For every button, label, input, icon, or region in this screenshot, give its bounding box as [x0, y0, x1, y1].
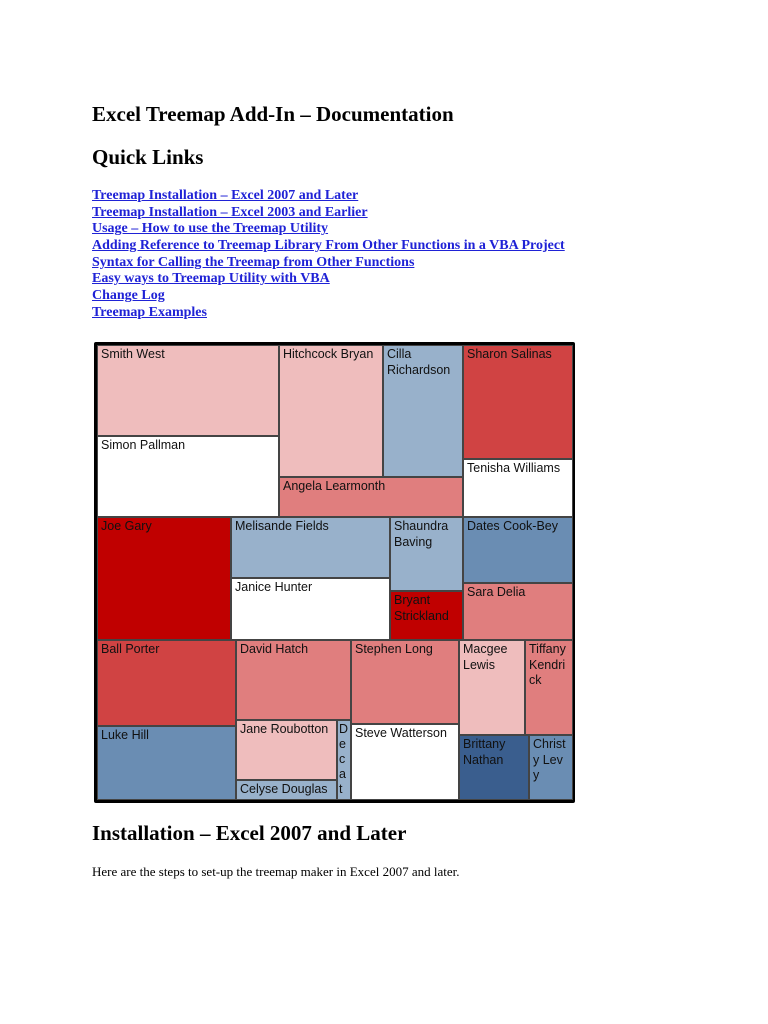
treemap-cell-label: Steve Watterson [355, 726, 447, 740]
treemap-cell-label: Tiffany Kendrick [529, 642, 566, 687]
treemap-cell: Tenisha Williams [463, 459, 573, 517]
treemap-cell-label: Dates Cook-Bey [467, 519, 559, 533]
treemap-cell-label: Luke Hill [101, 728, 149, 742]
treemap-chart: Smith West Simon Pallman Hitchcock Bryan Ci… [94, 342, 575, 803]
treemap-cell: Celyse Douglas [236, 780, 337, 800]
quick-links-list: Treemap Installation – Excel 2007 and La… [92, 188, 565, 322]
treemap-cell-label: Macgee Lewis [463, 642, 508, 672]
list-item: Treemap Examples [92, 305, 565, 322]
page-title: Excel Treemap Add-In – Documentation [92, 102, 454, 126]
link-change-log[interactable]: Change Log [92, 288, 165, 304]
treemap-cell-label: Simon Pallman [101, 438, 186, 452]
treemap-cell: Angela Learmonth [279, 477, 463, 517]
treemap-cell: Shaundra Baving [390, 517, 463, 591]
link-syntax[interactable]: Syntax for Calling the Treemap from Othe… [92, 254, 415, 270]
treemap-cell-label: Jane Roubotton [240, 722, 329, 736]
treemap-cell: Macgee Lewis [459, 640, 525, 735]
list-item: Usage – How to use the Treemap Utility [92, 221, 565, 238]
treemap-cell-label: Shaundra Baving [394, 519, 449, 549]
treemap-cell-label: Ball Porter [101, 642, 160, 656]
link-treemap-examples[interactable]: Treemap Examples [92, 304, 207, 320]
treemap-cell: Tiffany Kendrick [525, 640, 573, 735]
treemap-cell-label: Hitchcock Bryan [283, 347, 374, 361]
list-item: Adding Reference to Treemap Library From… [92, 238, 565, 255]
treemap-cell: Cilla Richardson [383, 345, 463, 477]
treemap-cell: Smith West [97, 345, 279, 436]
treemap-cell: Decat [337, 720, 351, 800]
treemap-cell-label: Tenisha Williams [467, 461, 561, 475]
treemap-cell: Brittany Nathan [459, 735, 529, 800]
treemap-cell-label: Stephen Long [355, 642, 433, 656]
treemap-cell: Joe Gary [97, 517, 231, 640]
list-item: Treemap Installation – Excel 2003 and Ea… [92, 205, 565, 222]
list-item: Treemap Installation – Excel 2007 and La… [92, 188, 565, 205]
treemap-cell-label: Celyse Douglas [240, 782, 328, 796]
treemap-cell: David Hatch [236, 640, 351, 720]
treemap-cell-label: Sharon Salinas [467, 347, 552, 361]
link-installation-2007[interactable]: Treemap Installation – Excel 2007 and La… [92, 188, 359, 203]
treemap-cell: Janice Hunter [231, 578, 390, 640]
treemap-cell-label: Christy Levy [533, 737, 566, 782]
treemap-cell-label: Cilla Richardson [387, 347, 451, 377]
treemap-cell: Luke Hill [97, 726, 236, 800]
treemap-cell: Simon Pallman [97, 436, 279, 517]
treemap-cell: Bryant Strickland [390, 591, 463, 640]
treemap-cell: Stephen Long [351, 640, 459, 724]
quick-links-heading: Quick Links [92, 145, 204, 169]
list-item: Change Log [92, 288, 565, 305]
list-item: Easy ways to Treemap Utility with VBA [92, 271, 565, 288]
treemap-cell-label: Melisande Fields [235, 519, 329, 533]
treemap-cell: Jane Roubotton [236, 720, 337, 780]
treemap-cell-label: David Hatch [240, 642, 309, 656]
treemap-cell-label: Decat [339, 722, 349, 796]
link-usage[interactable]: Usage – How to use the Treemap Utility [92, 221, 329, 237]
treemap-cell: Christy Levy [529, 735, 573, 800]
list-item: Syntax for Calling the Treemap from Othe… [92, 255, 565, 272]
link-adding-reference[interactable]: Adding Reference to Treemap Library From… [92, 238, 565, 254]
treemap-cell-label: Angela Learmonth [283, 479, 386, 493]
treemap-cell: Sara Delia [463, 583, 573, 640]
treemap-cell-label: Brittany Nathan [463, 737, 506, 767]
treemap-cell-label: Bryant Strickland [394, 593, 449, 623]
treemap-cell-label: Sara Delia [467, 585, 526, 599]
treemap-cell: Steve Watterson [351, 724, 459, 800]
treemap-cell: Melisande Fields [231, 517, 390, 578]
treemap-cell-label: Joe Gary [101, 519, 152, 533]
link-easy-ways[interactable]: Easy ways to Treemap Utility with VBA [92, 271, 330, 287]
link-installation-2003[interactable]: Treemap Installation – Excel 2003 and Ea… [92, 204, 368, 220]
treemap-cell-label: Smith West [101, 347, 165, 361]
treemap-cell-label: Janice Hunter [235, 580, 313, 594]
treemap-cell: Ball Porter [97, 640, 236, 726]
treemap-cell: Dates Cook-Bey [463, 517, 573, 583]
installation-heading: Installation – Excel 2007 and Later [92, 821, 407, 845]
treemap-cell: Sharon Salinas [463, 345, 573, 459]
treemap-cell: Hitchcock Bryan [279, 345, 383, 477]
installation-paragraph: Here are the steps to set-up the treemap… [92, 864, 460, 879]
